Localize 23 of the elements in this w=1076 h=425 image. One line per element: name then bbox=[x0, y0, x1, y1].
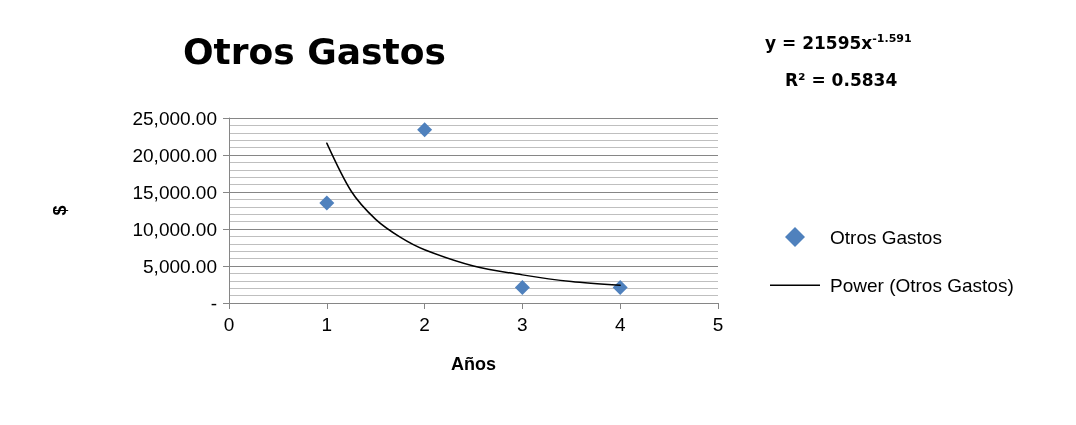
x-tick-label: 2 bbox=[419, 314, 430, 335]
y-axis-title: $ bbox=[50, 205, 70, 216]
point bbox=[514, 279, 530, 295]
legend-label: Power (Otros Gastos) bbox=[830, 274, 1014, 296]
chart-title: Otros Gastos bbox=[183, 30, 446, 72]
y-tick-label: 5,000.00 bbox=[143, 255, 217, 277]
point bbox=[417, 122, 433, 138]
y-tick-label: 10,000.00 bbox=[132, 218, 217, 240]
x-tick-label: 4 bbox=[614, 314, 626, 335]
text: R² = 0.5834 bbox=[785, 70, 898, 90]
x-tick-label: 5 bbox=[712, 314, 724, 335]
point bbox=[319, 195, 335, 211]
y-tick-label: 20,000.00 bbox=[132, 144, 217, 166]
y-tick-label: - bbox=[210, 292, 217, 314]
x-tick-label: 1 bbox=[321, 314, 333, 335]
point bbox=[612, 279, 628, 295]
legend-label: Otros Gastos bbox=[830, 226, 942, 248]
x-axis-title: Años bbox=[451, 354, 496, 374]
x-tick-label: 3 bbox=[517, 314, 528, 335]
x-tick-label: 0 bbox=[223, 314, 235, 335]
y-tick-label: 15,000.00 bbox=[132, 181, 217, 203]
y-tick-label: 25,000.00 bbox=[132, 107, 217, 129]
text: y = 21595x$^{-1.591}$ bbox=[765, 32, 912, 53]
